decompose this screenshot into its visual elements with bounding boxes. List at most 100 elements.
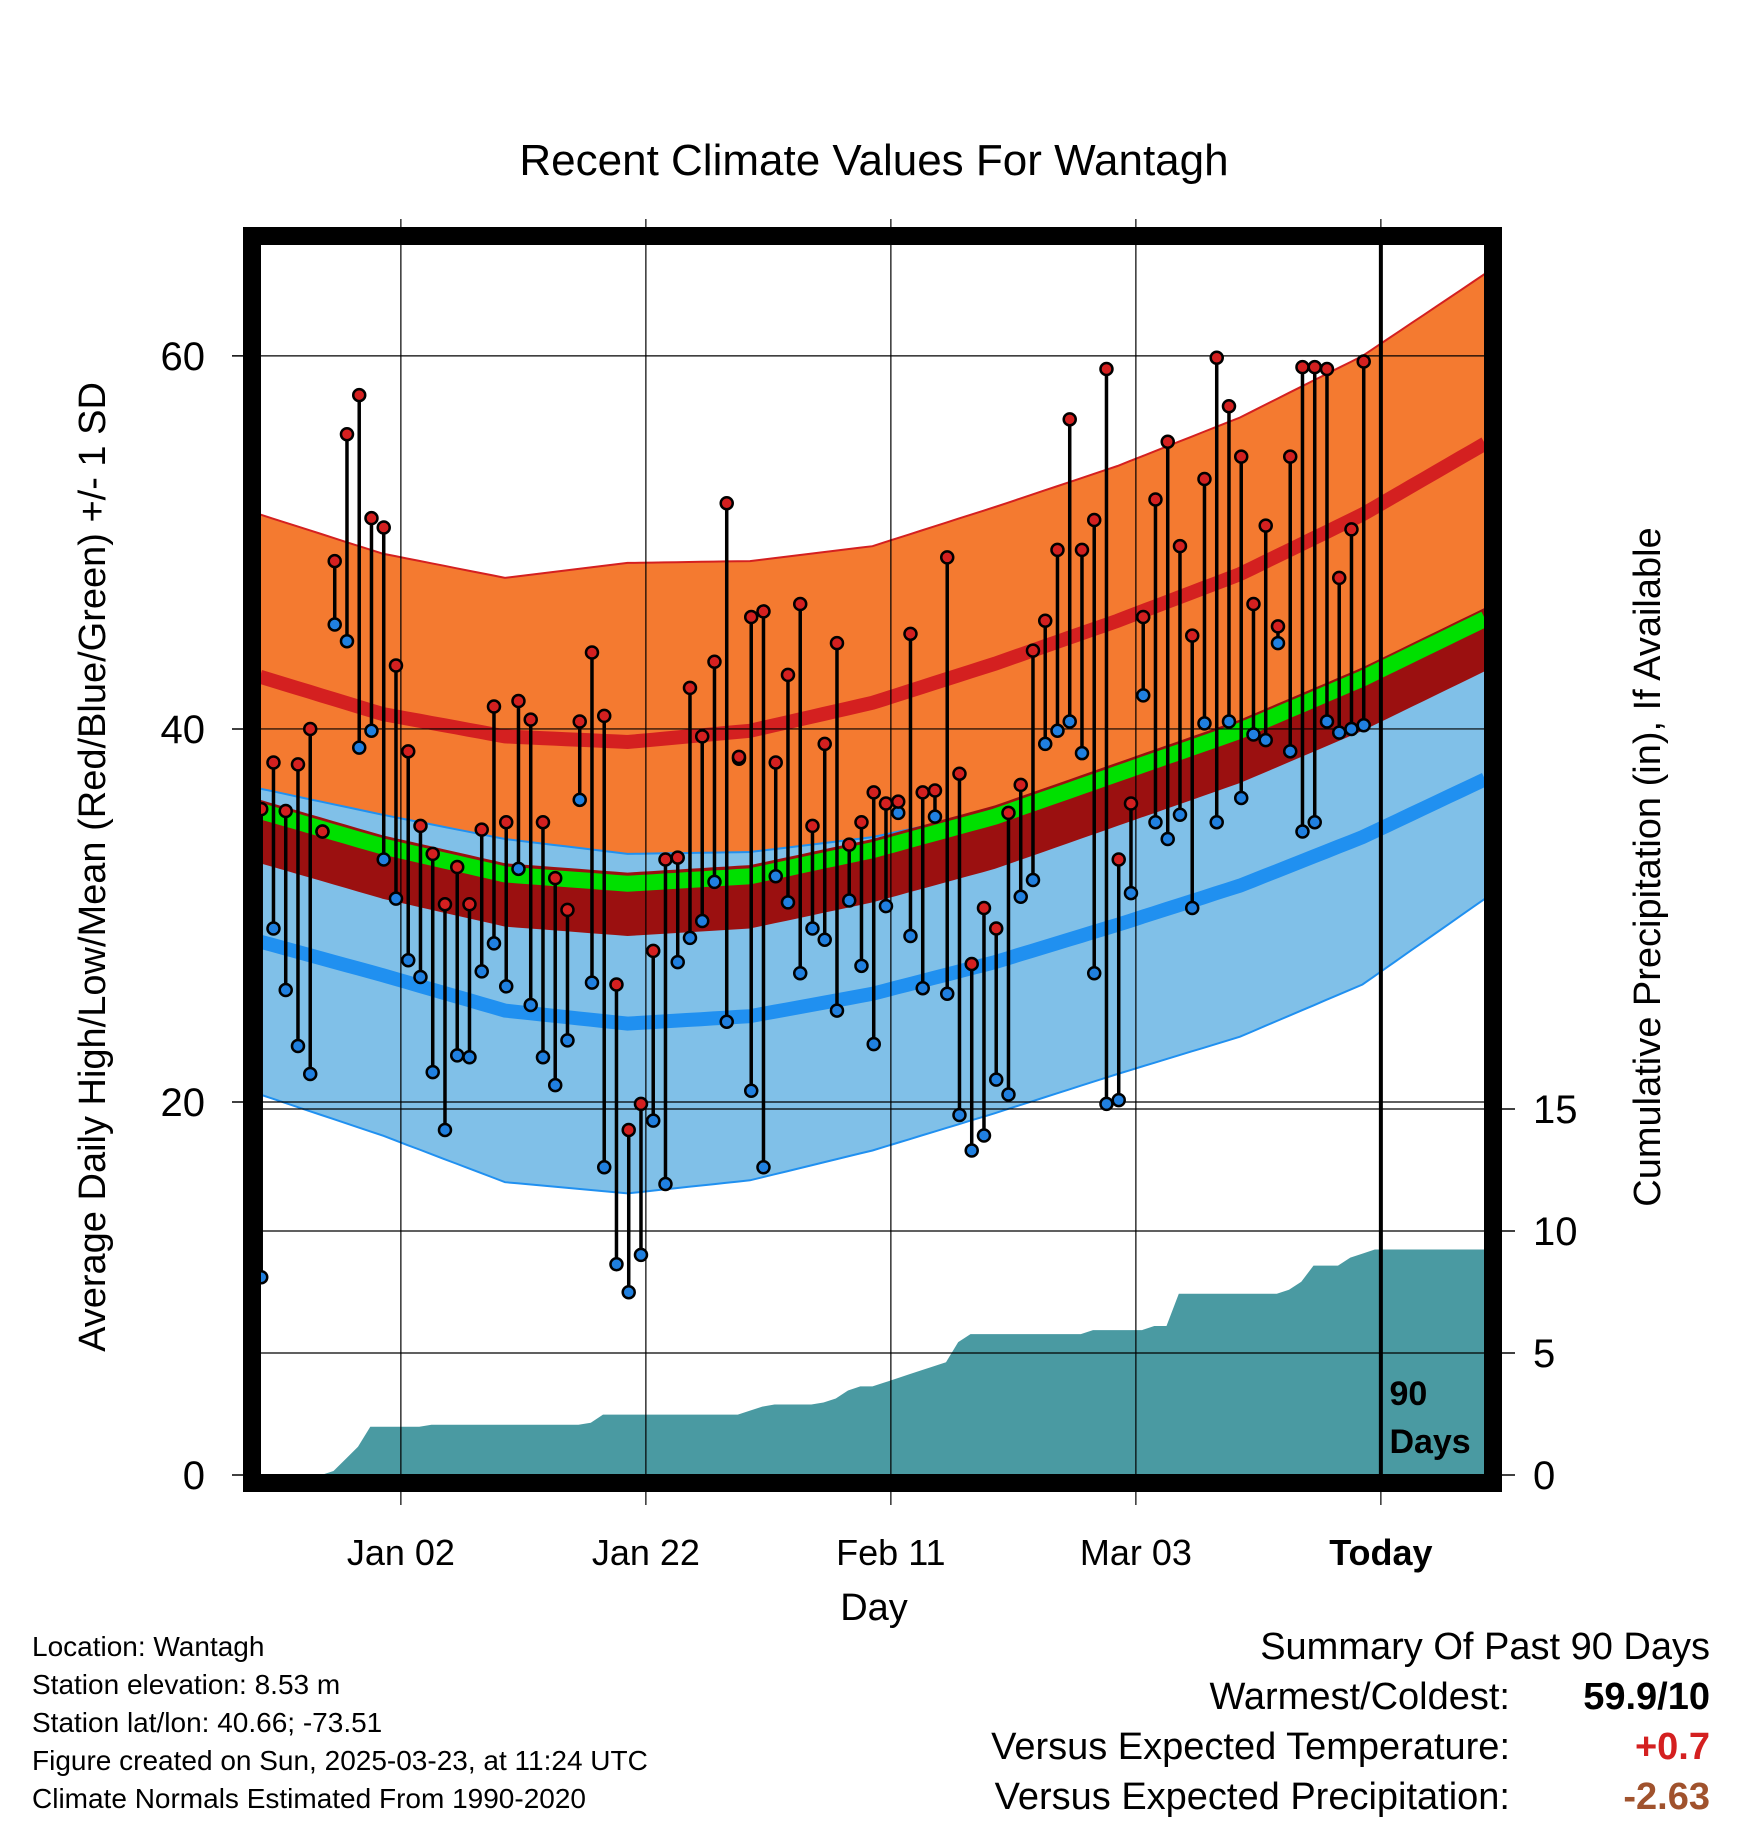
- high-point: [449, 859, 465, 875]
- summary-warmest-row: Warmest/Coldest: 59.9/10: [991, 1672, 1710, 1722]
- normals-text: Climate Normals Estimated From 1990-2020: [32, 1783, 586, 1814]
- high-point: [829, 635, 845, 651]
- high-point: [1086, 512, 1102, 528]
- low-point: [988, 1072, 1004, 1087]
- warmest-value: 59.9/10: [1583, 1676, 1710, 1718]
- y2-tick-label: 10: [1533, 1210, 1578, 1254]
- high-point: [290, 757, 306, 772]
- high-point: [780, 667, 796, 683]
- high-point: [1111, 852, 1126, 867]
- low-point: [413, 969, 428, 985]
- low-point: [560, 1033, 575, 1048]
- high-point: [768, 755, 783, 770]
- high-point: [621, 1122, 636, 1138]
- low-point: [694, 913, 710, 929]
- low-point: [768, 869, 783, 884]
- high-point: [1148, 492, 1163, 507]
- high-point: [1221, 399, 1237, 414]
- low-point: [1172, 807, 1188, 822]
- annotation-90: 90: [1389, 1375, 1427, 1413]
- high-point: [400, 744, 416, 759]
- high-point: [976, 900, 992, 916]
- high-point: [1062, 412, 1077, 427]
- high-point: [915, 785, 930, 800]
- low-point: [523, 997, 538, 1013]
- high-point: [1184, 628, 1200, 643]
- low-point: [596, 1160, 612, 1175]
- high-point: [903, 626, 918, 642]
- high-point: [1025, 643, 1041, 658]
- y2-axis-label: Cumulative Precipitation (in), If Availa…: [1627, 527, 1669, 1206]
- low-point: [670, 954, 685, 970]
- low-point: [290, 1038, 306, 1054]
- low-point: [388, 891, 404, 906]
- y-tick-label: 0: [183, 1454, 205, 1498]
- high-point: [315, 824, 330, 839]
- low-point: [1074, 745, 1090, 761]
- high-point: [413, 818, 428, 834]
- low-point: [449, 1048, 465, 1063]
- high-point: [878, 796, 894, 811]
- low-point: [1099, 1096, 1114, 1112]
- high-point: [437, 897, 453, 912]
- low-point: [866, 1036, 881, 1052]
- warmest-label: Warmest/Coldest:: [1209, 1676, 1510, 1718]
- high-point: [731, 749, 747, 765]
- low-point: [351, 740, 367, 755]
- low-point: [400, 952, 416, 968]
- latlon-text: Station lat/lon: 40.66; -73.51: [32, 1707, 383, 1738]
- high-point: [278, 803, 293, 819]
- high-point: [988, 921, 1004, 936]
- low-point: [511, 861, 526, 877]
- low-point: [1307, 814, 1322, 830]
- low-point: [278, 982, 293, 998]
- low-point: [829, 1003, 845, 1018]
- y-tick-label: 60: [161, 335, 206, 379]
- high-point: [890, 794, 906, 809]
- x-tick-label: Mar 03: [1080, 1532, 1192, 1573]
- high-point: [1331, 570, 1347, 586]
- low-point: [1025, 872, 1041, 888]
- low-point: [1246, 727, 1261, 742]
- low-point: [1123, 885, 1139, 901]
- high-point: [633, 1096, 649, 1112]
- low-point: [376, 852, 391, 867]
- low-point: [903, 928, 918, 944]
- high-point: [1209, 350, 1224, 366]
- high-point: [952, 766, 967, 781]
- low-point: [1319, 714, 1335, 729]
- high-point: [927, 783, 943, 798]
- low-point: [780, 895, 796, 910]
- low-point: [1295, 824, 1310, 839]
- location-text: Location: Wantagh: [32, 1631, 265, 1662]
- high-point: [609, 977, 624, 992]
- low-point: [535, 1049, 551, 1065]
- low-point: [964, 1143, 979, 1158]
- summary-title: Summary Of Past 90 Days: [1260, 1626, 1710, 1668]
- station-info: Location: Wantagh Station elevation: 8.5…: [32, 1628, 648, 1818]
- high-point: [560, 902, 575, 918]
- high-point: [1319, 361, 1335, 377]
- low-point: [633, 1247, 649, 1263]
- low-point: [878, 898, 894, 914]
- high-point: [1197, 471, 1212, 487]
- low-point: [658, 1176, 673, 1192]
- y2-tick-label: 15: [1533, 1088, 1578, 1132]
- high-point: [425, 846, 440, 862]
- low-point: [756, 1160, 771, 1175]
- low-point: [805, 921, 820, 936]
- high-point: [817, 736, 832, 752]
- x-axis-label: Day: [840, 1587, 908, 1629]
- low-point: [621, 1284, 636, 1300]
- low-point: [1356, 717, 1371, 733]
- high-point: [486, 699, 502, 714]
- summary-precip-row: Versus Expected Precipitation: -2.63: [991, 1772, 1710, 1822]
- low-point: [707, 874, 722, 890]
- high-point: [474, 822, 489, 837]
- high-point: [1295, 359, 1310, 375]
- low-point: [1111, 1092, 1126, 1108]
- high-point: [658, 852, 673, 867]
- chart-title: Recent Climate Values For Wantagh: [519, 136, 1228, 185]
- low-point: [486, 936, 502, 951]
- high-point: [498, 814, 514, 830]
